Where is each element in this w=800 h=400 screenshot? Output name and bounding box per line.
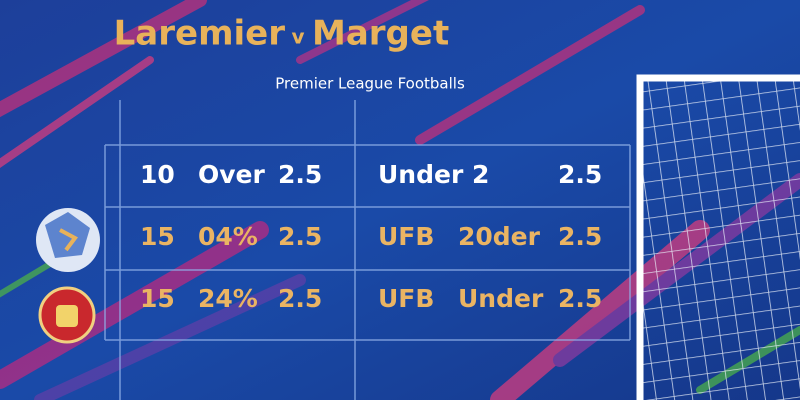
- table-cell: 2.5: [558, 284, 602, 313]
- title-mid: v: [291, 25, 304, 49]
- table-cell: 24%: [198, 284, 258, 313]
- title-left: Laremier: [114, 14, 286, 54]
- table-cell: 2.5: [278, 284, 322, 313]
- table-cell: Under: [458, 284, 544, 313]
- title-right: Marget: [312, 14, 449, 54]
- table-cell: Over: [198, 160, 266, 189]
- table-cell: Under 2: [378, 160, 489, 189]
- table-cell: 04%: [198, 222, 258, 251]
- table-cell: UFB: [378, 222, 434, 251]
- table-cell: 10: [140, 160, 175, 189]
- subtitle: Premier League Footballs: [275, 75, 465, 93]
- table-cell: 2.5: [278, 222, 322, 251]
- table-cell: 20der: [458, 222, 541, 251]
- goal: [636, 74, 800, 400]
- table-cell: 2.5: [278, 160, 322, 189]
- table-cell: 15: [140, 222, 175, 251]
- table-cell: 2.5: [558, 160, 602, 189]
- ball-icon: [36, 208, 100, 272]
- table-cell: 15: [140, 284, 175, 313]
- table-frame: [104, 100, 631, 400]
- table-cell: UFB: [378, 284, 434, 313]
- club-badge: [38, 286, 96, 344]
- table-cell: 2.5: [558, 222, 602, 251]
- table: 10 Over 2.5 Under 2 2.5 15 04% 2.5 UFB 20der 2.5 15…: [140, 160, 602, 313]
